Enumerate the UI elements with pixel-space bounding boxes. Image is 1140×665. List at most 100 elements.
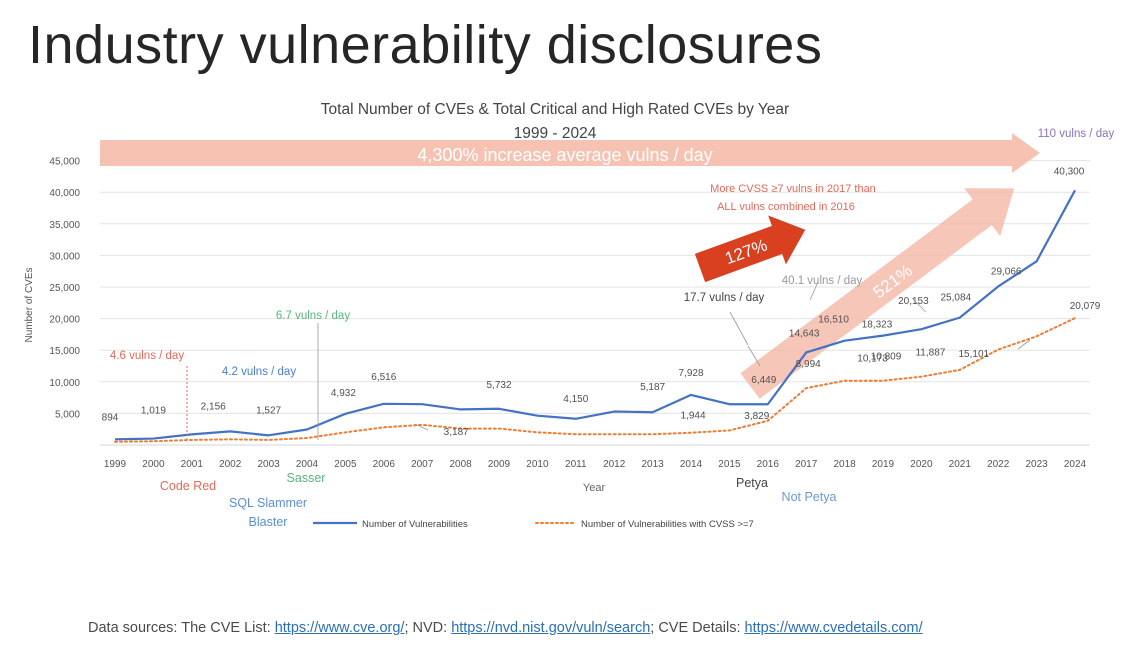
x-tick-label: 2005 bbox=[334, 459, 357, 470]
rate-annotation-2015: 17.7 vulns / day bbox=[684, 292, 765, 304]
increase-banner-text: 4,300% increase average vulns / day bbox=[417, 145, 712, 165]
event-label: Sasser bbox=[287, 471, 326, 485]
leader-line bbox=[809, 281, 819, 301]
data-label: 11,887 bbox=[915, 348, 945, 359]
y-tick-label: 45,000 bbox=[49, 157, 80, 168]
x-tick-label: 1999 bbox=[104, 459, 127, 470]
data-label: 1,019 bbox=[141, 406, 166, 417]
x-tick-label: 2000 bbox=[142, 459, 165, 470]
event-label: Petya bbox=[736, 476, 768, 490]
x-tick-label: 2002 bbox=[219, 459, 242, 470]
y-tick-label: 25,000 bbox=[49, 283, 80, 294]
x-tick-label: 2023 bbox=[1025, 459, 1048, 470]
data-label: 5,187 bbox=[640, 382, 665, 393]
cvss-note-line2: ALL vulns combined in 2016 bbox=[717, 201, 855, 213]
y-tick-label: 30,000 bbox=[49, 251, 80, 262]
data-label: 14,643 bbox=[789, 328, 820, 339]
data-label: 2,156 bbox=[201, 401, 226, 412]
x-tick-label: 2001 bbox=[181, 459, 204, 470]
data-label: 8,994 bbox=[796, 359, 821, 370]
footer-prefix: Data sources: The CVE List: bbox=[88, 620, 275, 636]
x-tick-label: 2024 bbox=[1064, 459, 1087, 470]
event-label: Code Red bbox=[160, 479, 216, 493]
y-tick-label: 15,000 bbox=[49, 346, 80, 357]
x-tick-label: 2017 bbox=[795, 459, 818, 470]
cve-list-link[interactable]: https://www.cve.org/ bbox=[274, 620, 405, 636]
rate-annotation-2024: 110 vulns / day bbox=[1038, 128, 1115, 140]
data-label: 6,449 bbox=[751, 375, 776, 386]
y-tick-label: 10,000 bbox=[49, 378, 80, 389]
data-label: 10,809 bbox=[871, 352, 902, 363]
leader-line bbox=[1017, 339, 1031, 350]
x-tick-label: 2008 bbox=[449, 459, 472, 470]
data-label: 20,079 bbox=[1070, 301, 1101, 312]
cvss-note-line1: More CVSS ≥7 vulns in 2017 than bbox=[710, 183, 876, 195]
x-tick-label: 2003 bbox=[257, 459, 280, 470]
x-tick-label: 2004 bbox=[296, 459, 319, 470]
data-label: 3,829 bbox=[744, 411, 769, 422]
event-label: Blaster bbox=[249, 515, 288, 529]
data-label: 4,932 bbox=[331, 388, 356, 399]
rate-annotation-2004: 6.7 vulns / day bbox=[276, 310, 350, 322]
rate-annotation-2002: 4.2 vulns / day bbox=[222, 366, 296, 378]
nvd-link[interactable]: https://nvd.nist.gov/vuln/search bbox=[451, 620, 651, 636]
data-sources-footer: Data sources: The CVE List: https://www.… bbox=[88, 620, 923, 636]
data-label: 40,300 bbox=[1054, 166, 1085, 177]
data-label: 16,510 bbox=[818, 315, 849, 326]
data-label: 4,150 bbox=[563, 394, 588, 405]
x-tick-label: 2015 bbox=[718, 459, 741, 470]
data-label: 3,187 bbox=[444, 427, 469, 438]
x-tick-label: 2018 bbox=[833, 459, 856, 470]
x-tick-label: 2019 bbox=[872, 459, 895, 470]
x-tick-label: 2012 bbox=[603, 459, 626, 470]
rate-annotation-1999: 4.6 vulns / day bbox=[110, 350, 184, 362]
x-tick-label: 2016 bbox=[757, 459, 780, 470]
data-label: 18,323 bbox=[862, 320, 893, 331]
footer-nvd-label: ; NVD: bbox=[404, 620, 452, 636]
data-label: 7,928 bbox=[678, 368, 703, 379]
x-tick-label: 2013 bbox=[641, 459, 664, 470]
data-label: 1,944 bbox=[680, 411, 705, 422]
y-axis-label: Number of CVEs bbox=[24, 267, 35, 342]
footer-details-label: ; CVE Details: bbox=[650, 620, 745, 636]
data-label: 20,153 bbox=[898, 296, 929, 307]
x-tick-label: 2010 bbox=[526, 459, 549, 470]
data-label: 10,173 bbox=[857, 354, 888, 365]
event-label: Not Petya bbox=[782, 490, 837, 504]
leader-line bbox=[911, 297, 927, 313]
rate-annotation-2017: 40.1 vulns / day bbox=[782, 275, 863, 287]
x-tick-label: 2006 bbox=[373, 459, 396, 470]
legend-label-cvss7: Number of Vulnerabilities with CVSS >=7 bbox=[581, 519, 754, 530]
y-tick-label: 20,000 bbox=[49, 315, 80, 326]
leader-line bbox=[747, 345, 761, 367]
chart-title: Total Number of CVEs & Total Critical an… bbox=[321, 101, 789, 118]
legend-label-vulnerabilities: Number of Vulnerabilities bbox=[362, 519, 468, 530]
data-label: 6,516 bbox=[371, 372, 396, 383]
data-label: 29,066 bbox=[991, 266, 1022, 277]
leader-line bbox=[414, 423, 429, 431]
leader-line bbox=[729, 311, 749, 346]
cve-line-chart: Total Number of CVEs & Total Critical an… bbox=[24, 101, 1115, 530]
data-label: 25,084 bbox=[941, 293, 972, 304]
x-tick-label: 2009 bbox=[488, 459, 511, 470]
x-tick-label: 2022 bbox=[987, 459, 1010, 470]
x-tick-label: 2014 bbox=[680, 459, 703, 470]
x-axis-label: Year bbox=[583, 482, 606, 494]
event-label: SQL Slammer bbox=[229, 496, 307, 510]
cve-details-link[interactable]: https://www.cvedetails.com/ bbox=[744, 620, 923, 636]
y-tick-label: 35,000 bbox=[49, 220, 80, 231]
series-line-cvss7 bbox=[114, 317, 1076, 443]
growth-521-arrow bbox=[740, 188, 1015, 399]
y-tick-label: 5,000 bbox=[55, 409, 80, 420]
chart-subtitle: 1999 - 2024 bbox=[514, 125, 597, 142]
data-label: 15,101 bbox=[959, 349, 990, 360]
x-tick-label: 2021 bbox=[949, 459, 972, 470]
x-tick-label: 2007 bbox=[411, 459, 434, 470]
data-label: 5,732 bbox=[486, 380, 511, 391]
data-label: 1,527 bbox=[256, 405, 281, 416]
series-line-vulnerabilities bbox=[114, 189, 1076, 441]
data-label: 894 bbox=[102, 412, 119, 423]
x-tick-label: 2011 bbox=[565, 459, 587, 470]
slide-title: Industry vulnerability disclosures bbox=[28, 15, 823, 75]
y-tick-label: 40,000 bbox=[49, 188, 80, 199]
